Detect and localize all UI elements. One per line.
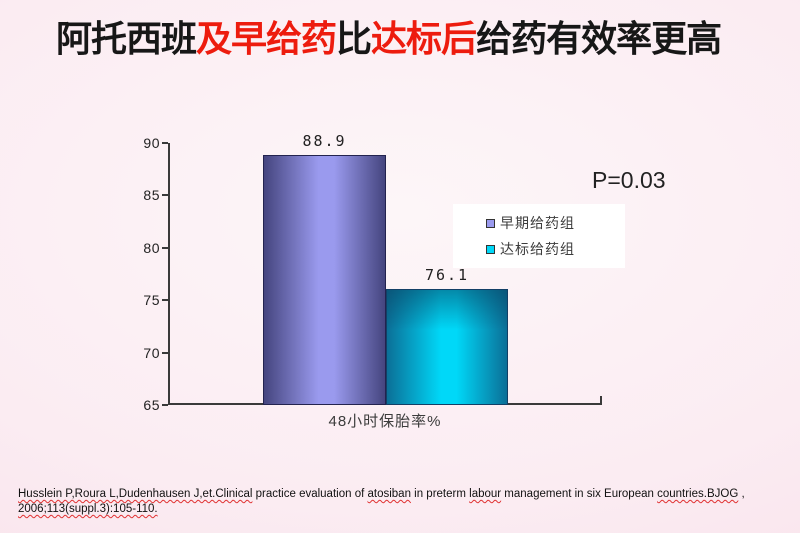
- citation-part-0-5: management in six European: [501, 488, 658, 500]
- y-tick-label-85: 85: [143, 187, 160, 204]
- y-tick-mark-75: [162, 299, 168, 302]
- legend-marker-icon-1: [486, 244, 495, 254]
- chart-legend: 早期给药组达标给药组: [453, 204, 625, 268]
- citation-part-0-6: countries.BJOG: [657, 488, 739, 500]
- y-axis-line: [168, 143, 170, 405]
- title-segment-4: 给药有效率更高: [476, 18, 722, 59]
- y-tick-label-65: 65: [143, 397, 160, 413]
- y-tick-mark-90: [162, 142, 168, 144]
- bar-series-1: [386, 288, 508, 405]
- legend-label-1: 达标给药组: [500, 241, 575, 257]
- citation-part-0-4: labour: [469, 488, 502, 500]
- y-tick-mark-80: [162, 246, 168, 249]
- title-segment-3: 达标后: [371, 18, 477, 59]
- y-tick-label-80: 80: [143, 239, 160, 256]
- y-tick-mark-70: [162, 351, 168, 354]
- citation-line-1: Husslein P,Roura L,Dudenhausen J,et.Clin…: [18, 487, 788, 502]
- citation-part-0-1: practice evaluation of: [252, 488, 368, 500]
- slide-title: 阿托西班及早给药比达标后给药有效率更高: [56, 10, 756, 62]
- y-tick-label-90: 90: [143, 135, 160, 151]
- citation-part-0-7: ,: [738, 488, 745, 500]
- citation-line-2: 2006;113(suppl.3):105-110.: [18, 502, 788, 517]
- title-segment-0: 阿托西班: [56, 18, 197, 59]
- legend-marker-icon-0: [486, 218, 495, 228]
- bar-value-label-0: 88.9: [302, 131, 347, 150]
- y-tick-mark-85: [162, 194, 168, 197]
- citation-part-0-3: in preterm: [410, 488, 470, 500]
- legend-item-1: 达标给药组: [486, 239, 625, 259]
- y-tick-label-75: 75: [143, 292, 160, 309]
- citation-reference: Husslein P,Roura L,Dudenhausen J,et.Clin…: [18, 487, 788, 517]
- citation-part-1-0: 2006;113(suppl.3):105-110.: [18, 503, 158, 516]
- citation-part-0-0: Husslein P,Roura L,Dudenhausen J,et.Clin…: [18, 488, 253, 500]
- p-value-annotation: P=0.03: [592, 167, 666, 193]
- bar-value-label-1: 76.1: [424, 265, 470, 284]
- y-tick-label-70: 70: [143, 344, 160, 361]
- x-axis-end-tick: [600, 396, 602, 405]
- citation-part-0-2: atosiban: [367, 488, 411, 500]
- legend-label-0: 早期给药组: [500, 215, 575, 231]
- title-segment-2: 比: [336, 18, 372, 59]
- y-tick-mark-65: [162, 404, 168, 406]
- bar-series-0: [263, 154, 386, 405]
- x-axis-title: 48小时保胎率%: [328, 413, 442, 430]
- legend-item-0: 早期给药组: [486, 213, 625, 233]
- title-segment-1: 及早给药: [196, 18, 337, 59]
- plot-area: 88.9 76.1: [170, 132, 600, 405]
